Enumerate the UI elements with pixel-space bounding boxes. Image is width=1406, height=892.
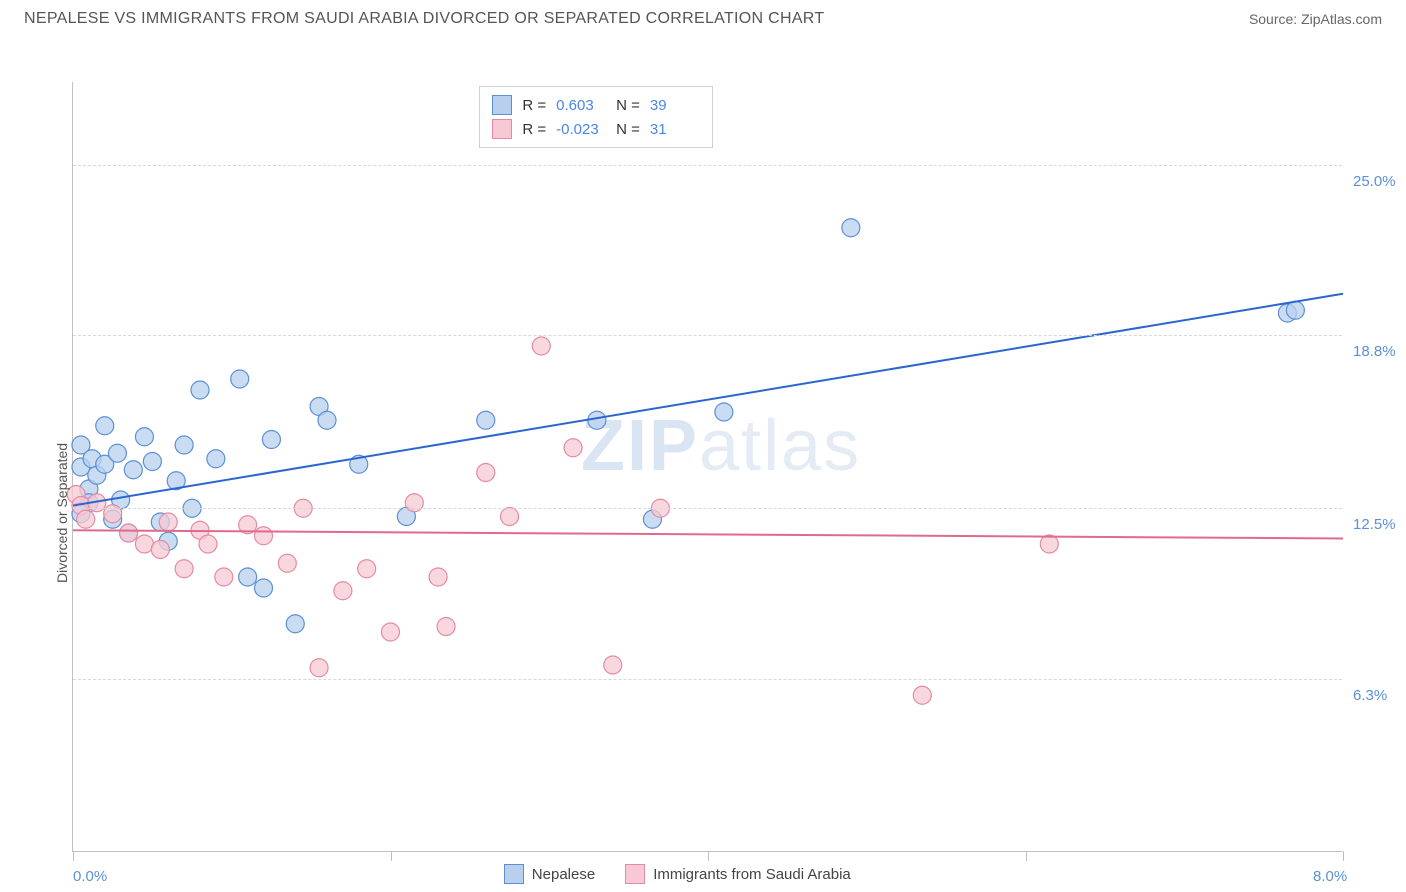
data-point <box>135 428 153 446</box>
legend-label: Immigrants from Saudi Arabia <box>653 866 851 883</box>
data-point <box>159 513 177 531</box>
x-tick <box>1343 851 1344 861</box>
data-point <box>207 450 225 468</box>
data-point <box>429 568 447 586</box>
data-point <box>382 623 400 641</box>
r-label: R = <box>522 97 546 114</box>
source-name: ZipAtlas.com <box>1301 11 1382 27</box>
data-point <box>1286 301 1304 319</box>
data-point <box>477 464 495 482</box>
y-tick-label: 6.3% <box>1353 687 1387 704</box>
series-legend: Nepalese Immigrants from Saudi Arabia <box>504 864 851 884</box>
data-point <box>1040 535 1058 553</box>
x-tick-label-last: 8.0% <box>1313 868 1352 885</box>
data-point <box>477 411 495 429</box>
data-point <box>96 417 114 435</box>
gridline <box>73 335 1342 336</box>
data-point <box>588 411 606 429</box>
data-point <box>151 541 169 559</box>
y-tick-label: 18.8% <box>1353 343 1396 360</box>
page-title: NEPALESE VS IMMIGRANTS FROM SAUDI ARABIA… <box>24 10 824 28</box>
data-point <box>286 615 304 633</box>
legend-swatch <box>492 95 512 115</box>
data-point <box>143 453 161 471</box>
r-value: -0.023 <box>556 121 606 138</box>
data-point <box>77 510 95 528</box>
plot-svg <box>73 82 1343 852</box>
data-point <box>135 535 153 553</box>
correlation-stats-legend: R = 0.603 N = 39 R = -0.023 N = 31 <box>479 86 713 148</box>
data-point <box>108 444 126 462</box>
data-point <box>564 439 582 457</box>
data-point <box>255 527 273 545</box>
data-point <box>191 381 209 399</box>
data-point <box>334 582 352 600</box>
trend-line <box>73 294 1343 506</box>
data-point <box>913 686 931 704</box>
data-point <box>604 656 622 674</box>
data-point <box>318 411 336 429</box>
data-point <box>842 219 860 237</box>
n-value: 39 <box>650 97 700 114</box>
legend-swatch <box>625 864 645 884</box>
plot-area: ZIPatlas R =0.603N =39R =-0.023N =31 6.3… <box>72 82 1342 852</box>
n-label: N = <box>616 121 640 138</box>
gridline <box>73 679 1342 680</box>
source-attribution: Source: ZipAtlas.com <box>1249 11 1382 27</box>
data-point <box>120 524 138 542</box>
data-point <box>532 337 550 355</box>
r-value: 0.603 <box>556 97 606 114</box>
r-label: R = <box>522 121 546 138</box>
n-label: N = <box>616 97 640 114</box>
data-point <box>239 568 257 586</box>
data-point <box>262 431 280 449</box>
source-prefix: Source: <box>1249 11 1301 27</box>
legend-label: Nepalese <box>532 866 595 883</box>
legend-swatch <box>492 119 512 139</box>
data-point <box>501 508 519 526</box>
data-point <box>278 554 296 572</box>
gridline <box>73 508 1342 509</box>
legend-swatch <box>504 864 524 884</box>
data-point <box>199 535 217 553</box>
data-point <box>358 560 376 578</box>
n-value: 31 <box>650 121 700 138</box>
x-tick <box>73 851 74 861</box>
x-tick-label-first: 0.0% <box>73 868 107 885</box>
y-tick-label: 25.0% <box>1353 173 1396 190</box>
legend-item: Immigrants from Saudi Arabia <box>625 864 851 884</box>
data-point <box>437 618 455 636</box>
data-point <box>231 370 249 388</box>
data-point <box>175 436 193 454</box>
data-point <box>715 403 733 421</box>
x-tick <box>391 851 392 861</box>
x-tick <box>708 851 709 861</box>
legend-stat-row: R = -0.023 N = 31 <box>492 117 700 141</box>
y-axis-label: Divorced or Separated <box>54 442 70 582</box>
data-point <box>310 659 328 677</box>
legend-item: Nepalese <box>504 864 595 884</box>
gridline <box>73 165 1342 166</box>
x-tick <box>1026 851 1027 861</box>
data-point <box>255 579 273 597</box>
y-tick-label: 12.5% <box>1353 516 1396 533</box>
data-point <box>124 461 142 479</box>
legend-stat-row: R = 0.603 N = 39 <box>492 93 700 117</box>
data-point <box>175 560 193 578</box>
data-point <box>215 568 233 586</box>
